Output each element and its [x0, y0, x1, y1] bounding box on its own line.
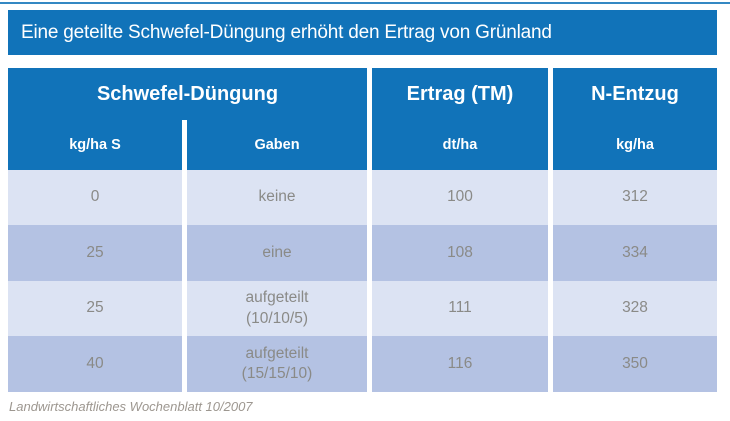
- column-group-label: Schwefel-Düngung: [96, 83, 279, 105]
- column-group-ertrag: Ertrag (TM): [372, 68, 548, 120]
- cell-value: 25: [86, 299, 104, 317]
- column-header-label: kg/ha: [616, 136, 654, 153]
- cell-gaben: aufgeteilt (10/10/5): [187, 281, 367, 336]
- cell-value: keine: [258, 188, 296, 206]
- cell-value: 116: [447, 354, 473, 372]
- top-accent-rule: [0, 2, 730, 4]
- column-header-label: dt/ha: [442, 136, 478, 153]
- cell-gaben: aufgeteilt (15/15/10): [187, 336, 367, 392]
- cell-s-kg-ha: 0: [8, 170, 182, 225]
- fertilization-table: Schwefel-Düngung Ertrag (TM) N-Entzug kg…: [8, 68, 717, 392]
- cell-value: aufgeteilt: [245, 289, 309, 307]
- cell-value: 25: [86, 243, 104, 261]
- cell-value: eine: [262, 243, 292, 261]
- cell-ertrag: 111: [372, 281, 548, 336]
- cell-s-kg-ha: 25: [8, 281, 182, 336]
- cell-value: 111: [448, 299, 472, 317]
- cell-ertrag: 116: [372, 336, 548, 392]
- cell-value: 328: [622, 299, 648, 317]
- cell-value: 0: [90, 188, 100, 206]
- column-group-label: N-Entzug: [591, 83, 679, 105]
- column-header-kg-ha: kg/ha: [553, 120, 717, 170]
- cell-value-detail: (10/10/5): [245, 309, 309, 327]
- cell-s-kg-ha: 25: [8, 225, 182, 281]
- column-header-kg-ha-s: kg/ha S: [8, 120, 182, 170]
- cell-ertrag: 108: [372, 225, 548, 281]
- cell-s-kg-ha: 40: [8, 336, 182, 392]
- source-caption: Landwirtschaftliches Wochenblatt 10/2007: [9, 399, 253, 414]
- cell-value: 312: [622, 188, 648, 206]
- cell-value-detail: (15/15/10): [241, 365, 313, 382]
- cell-gaben: keine: [187, 170, 367, 225]
- cell-value: 350: [622, 354, 648, 372]
- cell-n-entzug: 350: [553, 336, 717, 392]
- cell-n-entzug: 312: [553, 170, 717, 225]
- cell-value: 40: [86, 354, 104, 372]
- cell-value: 108: [447, 243, 473, 261]
- column-header-dt-ha: dt/ha: [372, 120, 548, 170]
- column-header-gaben: Gaben: [187, 120, 367, 170]
- column-header-label: kg/ha S: [69, 136, 121, 153]
- cell-ertrag: 100: [372, 170, 548, 225]
- column-header-label: Gaben: [254, 136, 300, 153]
- cell-value: aufgeteilt: [245, 344, 309, 362]
- cell-n-entzug: 328: [553, 281, 717, 336]
- column-group-n-entzug: N-Entzug: [553, 68, 717, 120]
- title-bar: Eine geteilte Schwefel-Düngung erhöht de…: [8, 10, 717, 55]
- cell-value: 334: [622, 243, 648, 261]
- column-group-label: Ertrag (TM): [406, 83, 514, 105]
- cell-n-entzug: 334: [553, 225, 717, 281]
- column-group-schwefel-duengung: Schwefel-Düngung: [8, 68, 367, 120]
- page-title: Eine geteilte Schwefel-Düngung erhöht de…: [21, 21, 552, 43]
- cell-gaben: eine: [187, 225, 367, 281]
- cell-value: 100: [447, 188, 473, 206]
